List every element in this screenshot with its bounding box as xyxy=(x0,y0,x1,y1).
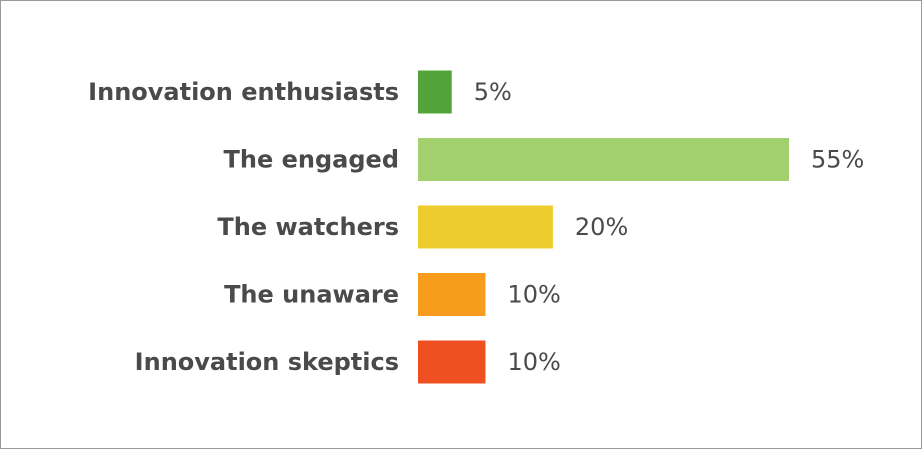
category-label: Innovation skeptics xyxy=(135,348,399,376)
value-label: 10% xyxy=(507,348,560,376)
bar-row: The unaware 10% xyxy=(224,273,561,316)
bar xyxy=(418,273,486,316)
bar xyxy=(418,340,486,384)
value-label: 5% xyxy=(474,78,512,106)
category-label: The unaware xyxy=(224,281,399,309)
bar xyxy=(418,138,789,181)
bar-row: Innovation skeptics 10% xyxy=(135,340,561,384)
value-label: 10% xyxy=(507,281,560,309)
category-label: Innovation enthusiasts xyxy=(88,78,399,106)
bar-row: The engaged 55% xyxy=(224,138,864,181)
value-label: 20% xyxy=(575,213,628,241)
category-label: The watchers xyxy=(217,213,399,241)
bar-row: The watchers 20% xyxy=(217,205,628,249)
bar xyxy=(418,205,553,249)
value-label: 55% xyxy=(811,146,864,174)
bar-row: Innovation enthusiasts 5% xyxy=(88,70,512,114)
category-label: The engaged xyxy=(224,146,399,174)
bar xyxy=(418,70,452,114)
